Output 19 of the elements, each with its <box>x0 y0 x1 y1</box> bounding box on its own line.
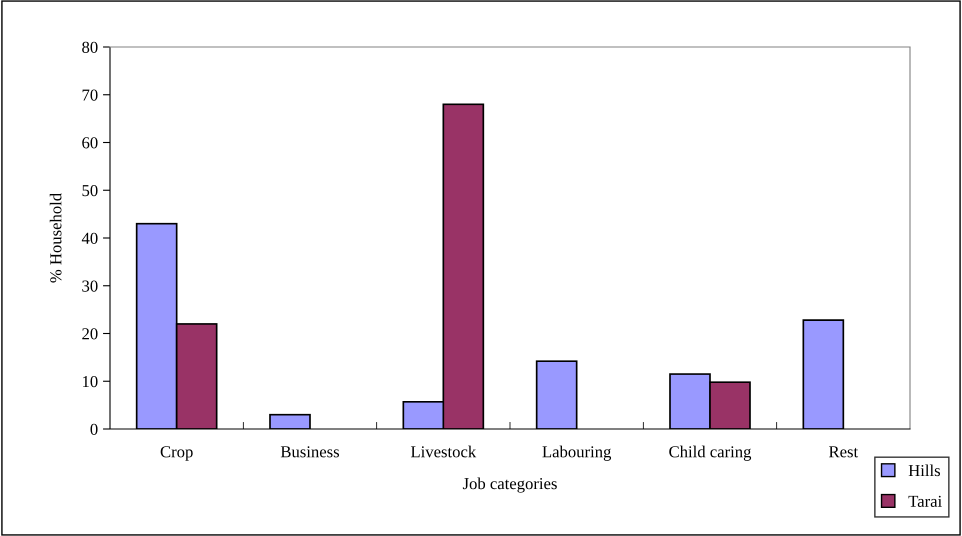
x-tick-label: Labouring <box>542 446 612 461</box>
x-tick-label: Crop <box>160 446 193 461</box>
y-tick-label: 10 <box>82 376 98 388</box>
y-tick-label: 40 <box>82 232 98 244</box>
x-tick-label: Livestock <box>410 446 476 458</box>
y-axis-title: % Household <box>50 193 62 283</box>
y-tick-label: 80 <box>82 42 98 53</box>
y-tick-label: 30 <box>82 280 98 292</box>
x-tick-label: Rest <box>828 446 858 458</box>
y-tick-label: 50 <box>82 184 98 196</box>
y-tick-label: 20 <box>82 328 98 340</box>
x-tick-label: Child caring <box>669 446 752 461</box>
legend-label: Hills <box>908 464 940 476</box>
y-tick-label: 0 <box>90 424 98 435</box>
x-tick-label: Business <box>280 446 340 458</box>
legend-label: Tarai <box>908 496 942 507</box>
y-tick-label: 60 <box>82 137 98 148</box>
y-tick-label: 70 <box>82 89 98 101</box>
x-axis-title: Job categories <box>462 477 557 493</box>
